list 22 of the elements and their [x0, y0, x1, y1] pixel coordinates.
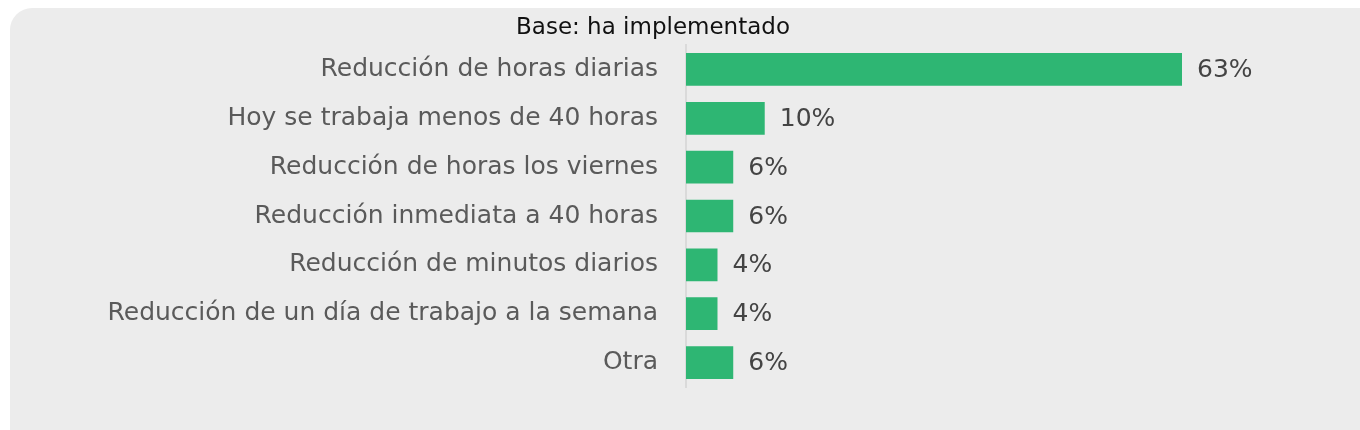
bar — [686, 53, 1182, 86]
data-label: 63% — [1197, 53, 1253, 83]
data-label: 4% — [732, 249, 773, 279]
y-tick-label: Hoy se trabaja menos de 40 horas — [227, 101, 658, 131]
data-label: 10% — [779, 102, 836, 132]
bar — [686, 199, 734, 233]
bar — [686, 297, 718, 331]
y-tick-label: Reducción de un día de trabajo a la semana — [107, 297, 658, 327]
chart-title: Base: ha implementado — [515, 12, 791, 40]
data-label: 6% — [748, 200, 788, 230]
y-tick-label: Reducción de horas los viernes — [269, 150, 658, 180]
bar — [686, 248, 718, 282]
y-tick-label: Reducción inmediata a 40 horas — [254, 199, 658, 229]
y-tick-label: Otra — [602, 346, 658, 376]
bar — [686, 150, 734, 184]
data-label: 6% — [748, 151, 788, 181]
bar — [686, 101, 765, 135]
y-tick-label: Reducción de horas diarias — [320, 52, 658, 82]
data-label: 6% — [748, 347, 788, 377]
data-label: 4% — [732, 298, 773, 328]
y-tick-label: Reducción de minutos diarios — [289, 248, 658, 278]
bar — [686, 346, 734, 379]
